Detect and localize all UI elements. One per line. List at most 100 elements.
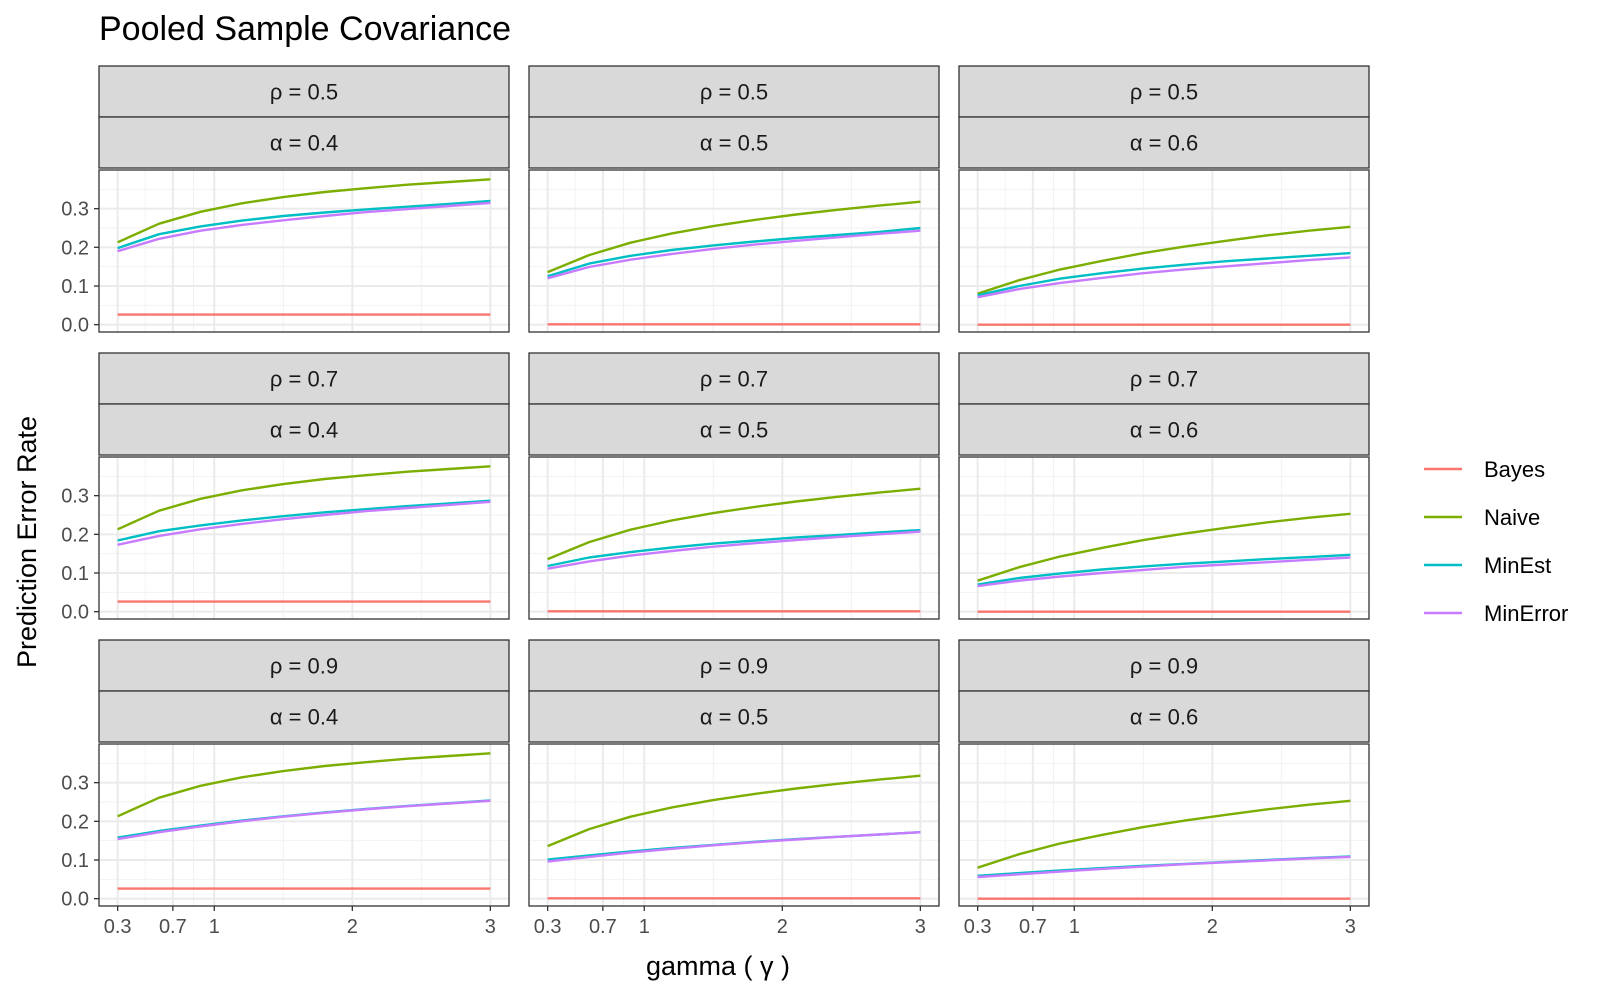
- facet-strip-rho: [958, 639, 1370, 692]
- series-line-minest: [977, 553, 1351, 586]
- facet-strip-alpha-label: α = 0.4: [270, 418, 338, 443]
- x-tick-label: 0.3: [534, 916, 562, 938]
- x-tick-label: 3: [1345, 916, 1356, 938]
- legend-label: MinEst: [1484, 553, 1551, 578]
- y-tick-label: 0.1: [61, 276, 89, 298]
- facet-strip-rho-label: ρ = 0.7: [1130, 367, 1198, 392]
- facet-strip-rho: [958, 65, 1370, 118]
- facet-strip-rho-label: ρ = 0.9: [270, 654, 338, 679]
- series-line-minerror: [547, 229, 921, 280]
- facet-strip-rho: [98, 639, 510, 692]
- series-line-naive: [117, 752, 491, 818]
- facet-panel: ρ = 0.7 α = 0.5: [528, 352, 940, 620]
- chart-title: Pooled Sample Covariance: [99, 10, 511, 48]
- x-tick-label: 3: [485, 916, 496, 938]
- legend-item: Bayes: [1424, 457, 1545, 482]
- facet-strip-rho: [528, 65, 940, 118]
- series-line-minerror: [117, 500, 491, 546]
- plot-background: [529, 170, 939, 332]
- panel-border: [528, 743, 940, 907]
- facet-strip-rho: [98, 352, 510, 405]
- x-tick-label: 2: [1207, 916, 1218, 938]
- y-tick-label: 0.2: [61, 237, 89, 259]
- facet-strip-alpha: [98, 403, 510, 456]
- x-tick-label: 0.7: [1019, 916, 1047, 938]
- panel-border: [958, 169, 1370, 333]
- y-tick-label: 0.1: [61, 563, 89, 585]
- facet-strip-alpha: [528, 690, 940, 743]
- series-line-minerror: [117, 799, 491, 841]
- legend: Bayes Naive MinEst MinError: [1424, 457, 1568, 626]
- facet-panel: ρ = 0.9 α = 0.6 0.3 0.7 1 2 3: [958, 639, 1370, 938]
- y-tick-label: 0.0: [61, 602, 89, 624]
- legend-item: MinError: [1424, 601, 1568, 626]
- x-tick-label: 0.7: [159, 916, 187, 938]
- legend-label: Bayes: [1484, 457, 1545, 482]
- x-tick-label: 2: [777, 916, 788, 938]
- series-line-minest: [117, 199, 491, 250]
- facet-strip-alpha-label: α = 0.6: [1130, 418, 1198, 443]
- facet-strip-alpha-label: α = 0.6: [1130, 131, 1198, 156]
- facet-strip-rho-label: ρ = 0.7: [700, 367, 768, 392]
- facet-strip-alpha-label: α = 0.4: [270, 705, 338, 730]
- facet-panel: ρ = 0.7 α = 0.4 0.0 0.1 0.2 0.3: [61, 352, 510, 624]
- facet-strip-alpha: [958, 690, 1370, 743]
- x-tick-label: 1: [1069, 916, 1080, 938]
- facet-strip-alpha-label: α = 0.5: [700, 131, 768, 156]
- series-line-naive: [977, 799, 1351, 869]
- x-tick-label: 0.7: [589, 916, 617, 938]
- x-tick-label: 0.3: [964, 916, 992, 938]
- y-tick-label: 0.2: [61, 811, 89, 833]
- y-axis-label: Prediction Error Rate: [12, 416, 42, 668]
- series-line-naive: [117, 465, 491, 531]
- y-tick-label: 0.3: [61, 199, 89, 221]
- panel-border: [528, 169, 940, 333]
- facet-panel: ρ = 0.5 α = 0.4 0.0 0.1 0.2 0.3: [61, 65, 510, 337]
- legend-label: MinError: [1484, 601, 1568, 626]
- facet-panel: ρ = 0.5 α = 0.6: [958, 65, 1370, 333]
- x-tick-label: 2: [347, 916, 358, 938]
- series-line-naive: [547, 774, 921, 848]
- series-line-minerror: [977, 256, 1351, 299]
- series-line-minerror: [547, 530, 921, 570]
- series-line-naive: [547, 200, 921, 274]
- facet-strip-alpha-label: α = 0.6: [1130, 705, 1198, 730]
- series-line-minerror: [117, 201, 491, 253]
- series-line-minest: [547, 528, 921, 568]
- series-line-minest: [117, 499, 491, 542]
- facet-strip-rho: [98, 65, 510, 118]
- plot-background: [529, 457, 939, 619]
- x-tick-label: 1: [639, 916, 650, 938]
- legend-item: Naive: [1424, 505, 1540, 530]
- y-tick-label: 0.0: [61, 889, 89, 911]
- series-line-naive: [977, 225, 1351, 295]
- panel-border: [528, 456, 940, 620]
- facet-panel: ρ = 0.9 α = 0.4 0.0 0.1 0.2 0.3 0.3 0.7 1 2 3: [61, 639, 510, 938]
- panel-border: [958, 743, 1370, 907]
- panel-border: [98, 743, 510, 907]
- legend-label: Naive: [1484, 505, 1540, 530]
- facet-strip-rho-label: ρ = 0.9: [700, 654, 768, 679]
- x-tick-label: 1: [209, 916, 220, 938]
- y-tick-label: 0.3: [61, 773, 89, 795]
- facet-strip-rho-label: ρ = 0.9: [1130, 654, 1198, 679]
- facet-strip-alpha: [98, 116, 510, 169]
- facet-strip-alpha: [528, 116, 940, 169]
- facet-strip-alpha-label: α = 0.5: [700, 705, 768, 730]
- facet-panel: ρ = 0.5 α = 0.5: [528, 65, 940, 333]
- series-line-minerror: [547, 831, 921, 863]
- series-line-minerror: [977, 556, 1351, 588]
- series-line-naive: [117, 178, 491, 244]
- series-line-naive: [547, 487, 921, 561]
- facet-strip-rho: [528, 352, 940, 405]
- x-axis-label: gamma ( γ ): [646, 951, 790, 981]
- facet-strip-rho-label: ρ = 0.5: [700, 80, 768, 105]
- facet-panel: ρ = 0.9 α = 0.5 0.3 0.7 1 2 3: [528, 639, 940, 938]
- plot-background: [529, 744, 939, 906]
- facet-strip-alpha: [958, 116, 1370, 169]
- y-tick-label: 0.2: [61, 524, 89, 546]
- y-tick-label: 0.1: [61, 850, 89, 872]
- facet-strip-alpha-label: α = 0.5: [700, 418, 768, 443]
